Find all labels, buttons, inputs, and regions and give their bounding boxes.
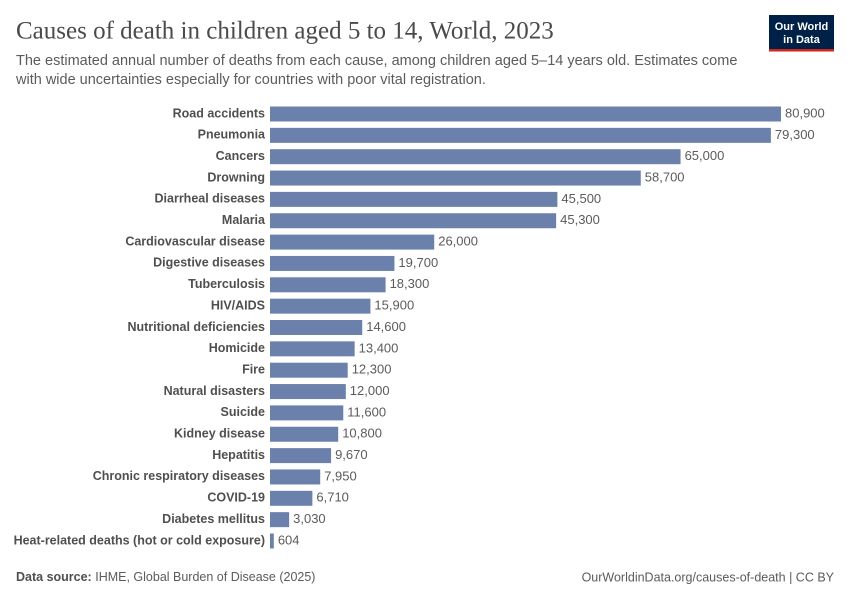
category-label: COVID-19 — [207, 491, 265, 505]
category-label: Fire — [242, 362, 265, 376]
bar — [270, 298, 371, 314]
bar — [270, 426, 339, 442]
category-label: Tuberculosis — [188, 277, 265, 291]
footer-source: Data source: IHME, Global Burden of Dise… — [16, 570, 315, 584]
category-label: Nutritional deficiencies — [127, 320, 265, 334]
value-label: 58,700 — [645, 169, 685, 184]
category-label: Digestive diseases — [153, 256, 265, 270]
value-label: 10,800 — [342, 426, 382, 441]
category-label: Cardiovascular disease — [125, 234, 265, 248]
category-label: Malaria — [222, 213, 266, 227]
category-label: Drowning — [207, 170, 265, 184]
value-label: 3,030 — [293, 511, 326, 526]
subtitle: with wide uncertainties especially for c… — [15, 72, 486, 88]
value-label: 9,670 — [335, 447, 368, 462]
chart-title: Causes of death in children aged 5 to 14… — [16, 18, 554, 45]
bar — [270, 106, 781, 122]
category-label: Kidney disease — [174, 427, 265, 441]
logo-text: in Data — [783, 34, 821, 46]
category-label: Heat-related deaths (hot or cold exposur… — [14, 533, 265, 547]
value-label: 79,300 — [775, 127, 815, 142]
bar — [270, 255, 395, 271]
category-label: Diarrheal diseases — [155, 192, 266, 206]
logo-stripe — [769, 49, 834, 52]
logo-text: Our World — [775, 21, 829, 33]
category-label: Suicide — [221, 405, 266, 419]
category-label: Diabetes mellitus — [162, 512, 265, 526]
bar — [270, 149, 681, 165]
bar — [270, 213, 557, 229]
category-label: HIV/AIDS — [211, 298, 265, 312]
value-label: 11,600 — [347, 404, 386, 419]
category-label: Chronic respiratory diseases — [93, 469, 265, 483]
value-label: 45,300 — [560, 212, 600, 227]
bar — [270, 512, 290, 528]
value-label: 14,600 — [366, 319, 406, 334]
logo[interactable]: Our World in Data — [769, 15, 834, 52]
value-label: 12,300 — [352, 362, 392, 377]
bar — [270, 320, 363, 335]
bar — [270, 405, 344, 421]
value-label: 15,900 — [374, 298, 414, 313]
value-label: 18,300 — [390, 276, 430, 291]
bar — [270, 533, 274, 549]
logo-box — [769, 15, 834, 51]
bar — [270, 277, 386, 293]
value-label: 19,700 — [398, 255, 438, 270]
bar — [270, 170, 641, 186]
value-label: 6,710 — [316, 490, 349, 505]
bar — [270, 490, 313, 506]
category-label: Road accidents — [173, 106, 265, 120]
category-label: Cancers — [216, 149, 265, 163]
value-label: 13,400 — [359, 340, 399, 355]
category-label: Pneumonia — [198, 128, 266, 142]
value-label: 45,500 — [561, 191, 601, 206]
value-label: 80,900 — [785, 105, 825, 120]
bar — [270, 384, 346, 400]
value-label: 12,000 — [350, 383, 390, 398]
footer-credit[interactable]: OurWorldinData.org/causes-of-death | CC … — [582, 570, 835, 584]
value-label: 65,000 — [685, 148, 725, 163]
value-label: 26,000 — [438, 234, 478, 249]
bar — [270, 127, 771, 143]
value-label: 604 — [278, 532, 300, 547]
bar — [270, 191, 558, 207]
subtitle: The estimated annual number of deaths fr… — [16, 53, 737, 69]
category-label: Homicide — [209, 341, 265, 355]
bar — [270, 234, 435, 250]
bar — [270, 362, 348, 378]
source: IHME, Global Burden of Disease (2025) — [95, 570, 315, 584]
bar — [270, 341, 355, 357]
category-label: Hepatitis — [212, 448, 265, 462]
category-label: Natural disasters — [164, 384, 265, 398]
bar — [270, 448, 332, 464]
value-label: 7,950 — [324, 468, 357, 483]
bar — [270, 469, 321, 485]
source-label: Data source: — [16, 570, 92, 584]
